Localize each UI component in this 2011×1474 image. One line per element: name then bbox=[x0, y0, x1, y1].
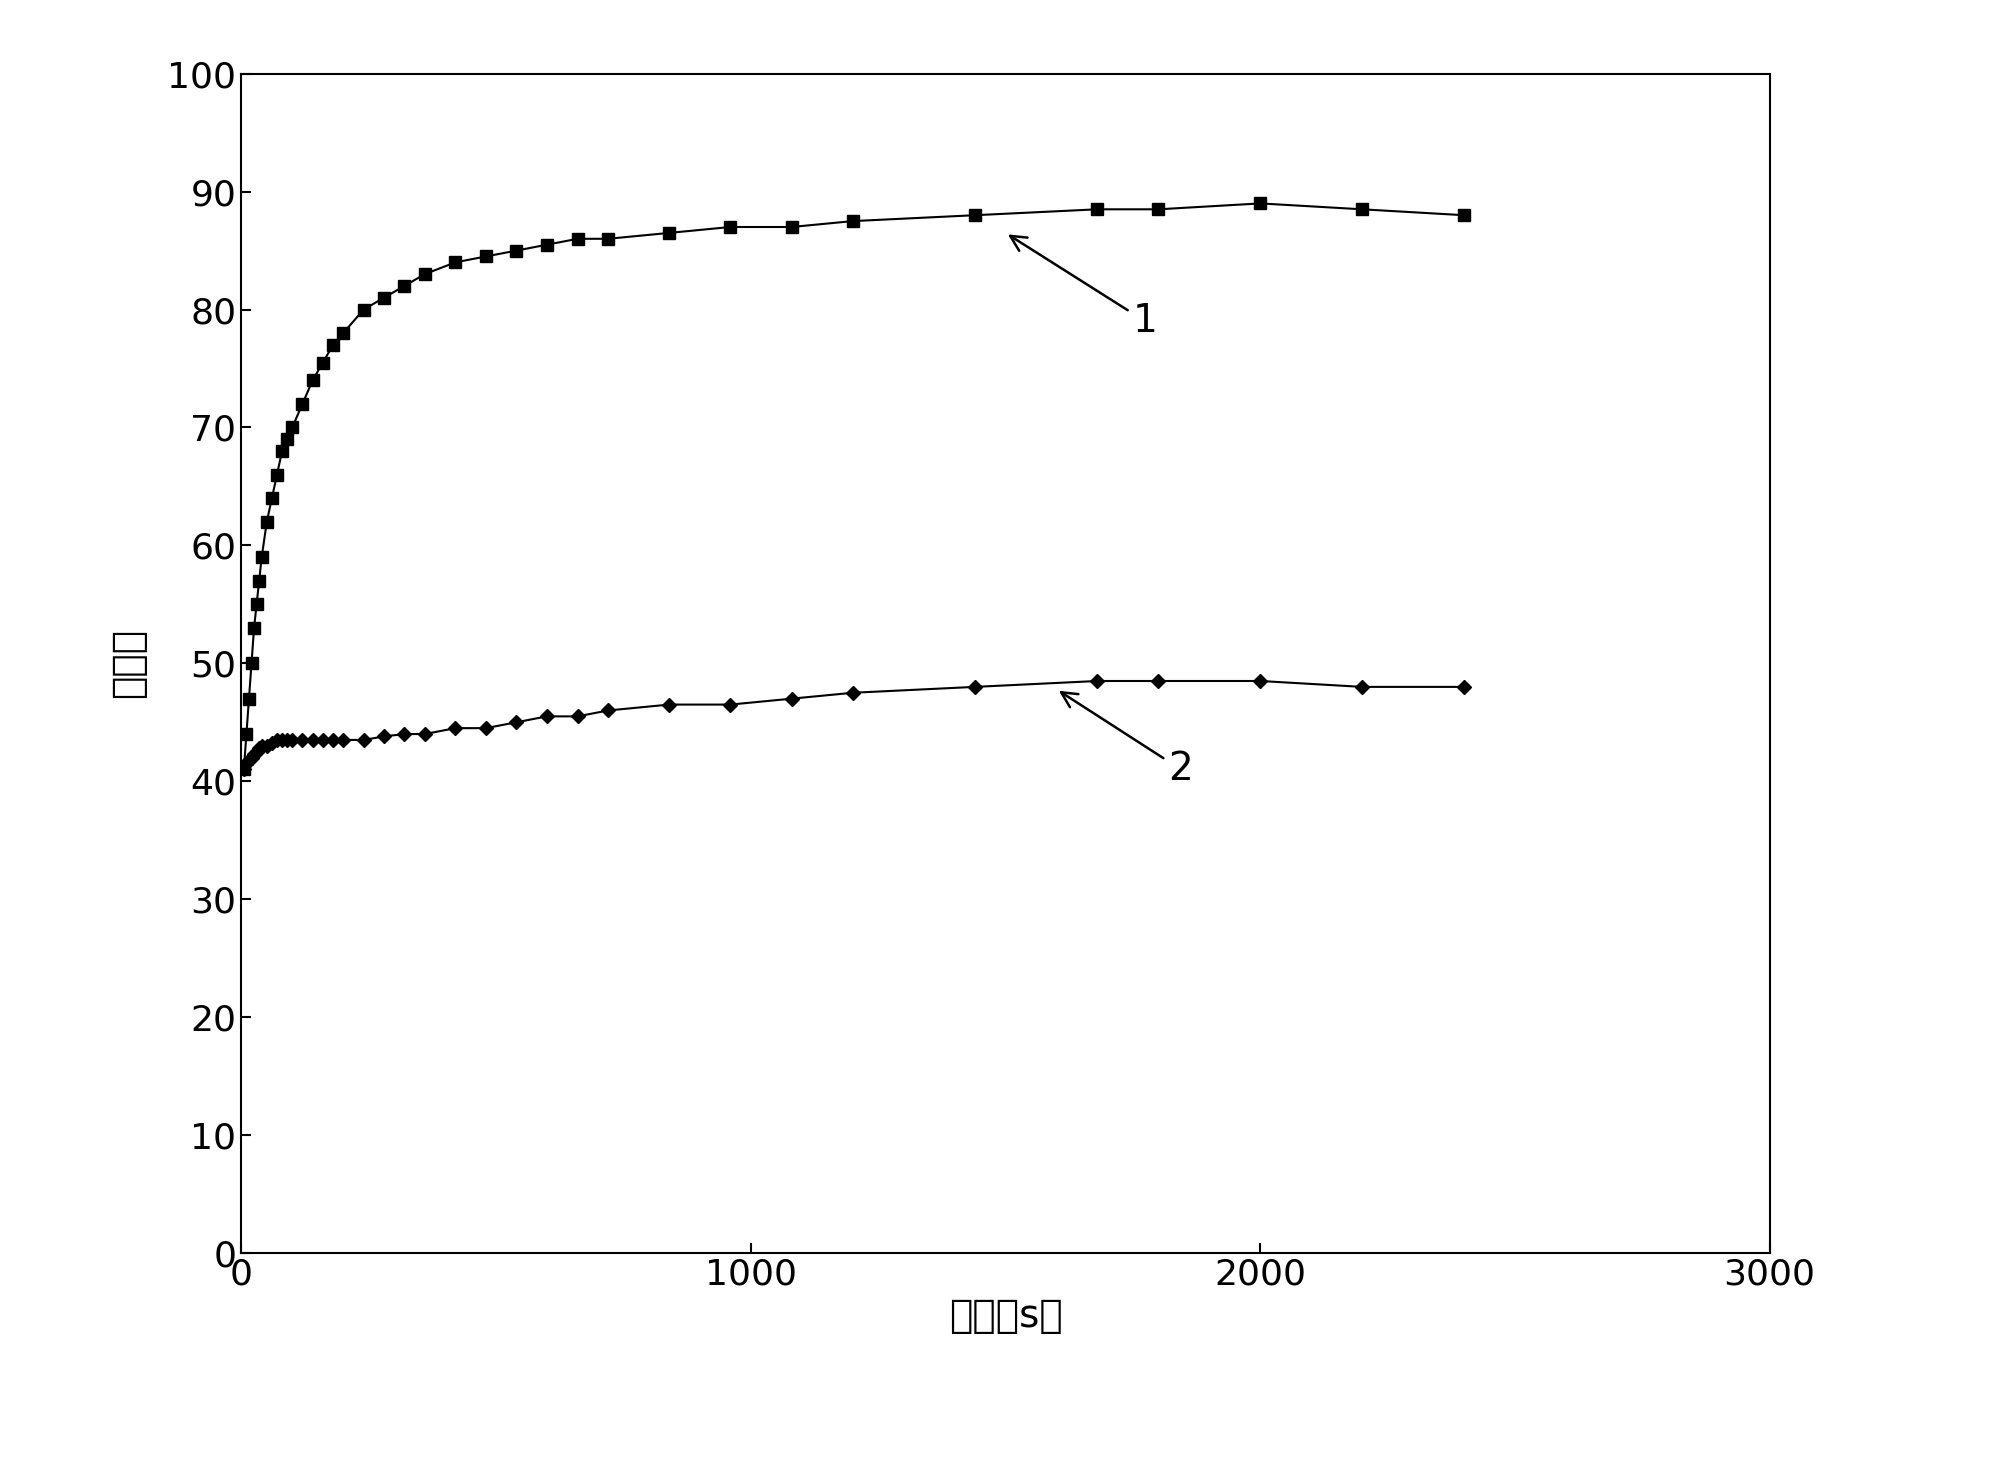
Text: 1: 1 bbox=[1010, 236, 1158, 340]
Text: 2: 2 bbox=[1062, 693, 1193, 789]
Y-axis label: 透光率: 透光率 bbox=[109, 628, 147, 699]
X-axis label: 时间（s）: 时间（s） bbox=[949, 1297, 1062, 1335]
